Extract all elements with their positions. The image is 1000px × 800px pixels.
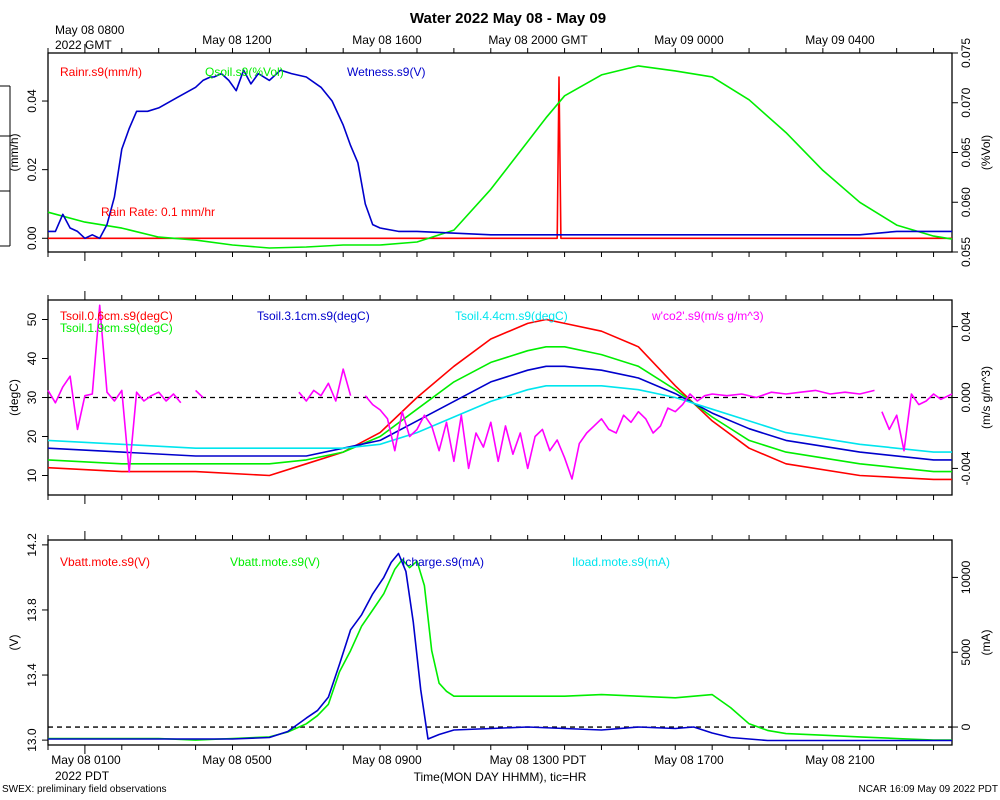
y-left-tick-label: 0.04	[25, 89, 39, 113]
bottom-axis-tick-label: May 08 0900	[352, 753, 422, 767]
series-line-icharge-s9-ma-blue	[48, 552, 952, 742]
series-line-tsoil-4-4cm-s9-degc-cyan	[47, 384, 952, 453]
y-left-tick-label: 30	[25, 391, 39, 405]
y-right-axis-label: (mA)	[979, 630, 993, 656]
y-left-tick-label: 0.00	[25, 226, 39, 250]
panel-soil-temperature: 10 20 30 40 50 (degC) -0.004 0.000 0.004 (m/s g/m…	[7, 291, 993, 504]
legend-tsoil-3-1cm-s9-degc-blue: Tsoil.3.1cm.s9(degC)	[257, 309, 370, 323]
x-axis-label: Time(MON DAY HHMM), tic=HR	[414, 770, 587, 784]
y-left-tick-label: 20	[25, 430, 39, 444]
series-line-tsoil-0-6cm-s9-degc-red	[47, 318, 952, 481]
top-axis-tick-label: May 08 2000 GMT	[488, 33, 588, 47]
y-left-tick-label: 13.4	[25, 663, 39, 687]
y-right-tick-label: -0.004	[959, 451, 973, 485]
plot-frame-water	[47, 52, 953, 253]
bottom-axis-tick-label: May 08 0500	[202, 753, 272, 767]
top-axis-tick-label: May 09 0000	[654, 33, 724, 47]
y-left-axis-label: (mm/h)	[7, 134, 21, 172]
series-line-vbatt-mote-s9-v-green	[48, 558, 952, 741]
y-left-tick-label: 40	[25, 352, 39, 366]
series-line-w-co2-s9-m-s-g-m-3-magenta	[47, 304, 182, 473]
y-right-axis-label: (%Vol)	[979, 135, 993, 170]
legend-w-co2-s9-m-s-g-m-3-magenta: w'co2'.s9(m/s g/m^3)	[651, 309, 764, 323]
legend-rainr-s9-mm-h-red: Rainr.s9(mm/h)	[60, 65, 142, 79]
footer-left: SWEX: preliminary field observations	[2, 784, 167, 795]
y-right-tick-label: 0.055	[959, 237, 973, 267]
bottom-axis-tick-label: May 08 1300 PDT	[490, 753, 587, 767]
y-right-tick-label: 10000	[959, 560, 973, 594]
y-left-tick-label: 13.8	[25, 598, 39, 622]
top-axis-tick-label: May 08 1600	[352, 33, 422, 47]
series-line-w-co2-s9-m-s-g-m-3-magenta	[298, 368, 352, 402]
y-right-tick-label: 0	[959, 723, 973, 730]
top-tz-label-line1: May 08 0800	[55, 23, 125, 37]
y-left-tick-label: 10	[25, 469, 39, 483]
rain-rate-annotation: Rain Rate: 0.1 mm/hr	[101, 205, 215, 219]
series-line-w-co2-s9-m-s-g-m-3-magenta	[881, 393, 953, 452]
y-right-tick-label: 0.004	[959, 311, 973, 341]
panel-water: 0.00 0.02 0.04 (mm/h) 0.055 0.060 0.065 0.070 0.…	[7, 38, 993, 267]
rain-rate-legend-box	[0, 85, 11, 247]
legend-icharge-s9-ma-blue: Icharge.s9(mA)	[402, 555, 484, 569]
chart-title: Water 2022 May 08 - May 09	[410, 10, 606, 27]
legend-iload-mote-s9-ma-cyan: Iload.mote.s9(mA)	[572, 555, 670, 569]
y-right-axis-label: (m/s g/m^3)	[979, 366, 993, 429]
y-left-tick-label: 14.2	[25, 533, 39, 557]
y-right-tick-label: 0.075	[959, 38, 973, 68]
series-line-w-co2-s9-m-s-g-m-3-magenta	[364, 389, 875, 480]
y-right-tick-label: 0.060	[959, 187, 973, 217]
series-line-w-co2-s9-m-s-g-m-3-magenta	[195, 389, 204, 399]
top-axis-tick-label: May 09 0400	[805, 33, 875, 47]
series-line-tsoil-3-1cm-s9-degc-blue	[47, 365, 952, 461]
series-line-rainr-s9-mm-h-red	[48, 76, 952, 240]
legend-wetness-s9-v-blue: Wetness.s9(V)	[347, 65, 425, 79]
y-left-axis-label: (V)	[7, 635, 21, 651]
bottom-tz-label: 2022 PDT	[55, 769, 110, 783]
series-line-qsoil-s9-vol-green	[47, 65, 953, 249]
top-axis-tick-label: May 08 1200	[202, 33, 272, 47]
y-right-tick-label: 0.070	[959, 87, 973, 117]
bottom-axis-tick-label: May 08 0100	[51, 753, 121, 767]
y-right-tick-label: 0.065	[959, 137, 973, 167]
y-left-axis-label: (degC)	[7, 379, 21, 416]
legend-tsoil-4-4cm-s9-degc-cyan: Tsoil.4.4cm.s9(degC)	[455, 309, 568, 323]
bottom-axis-tick-label: May 08 2100	[805, 753, 875, 767]
top-tz-label-line2: 2022 GMT	[55, 38, 112, 52]
legend-tsoil-0-6cm-s9-degc-red: Tsoil.0.6cm.s9(degC)	[60, 309, 173, 323]
panels: 0.00 0.02 0.04 (mm/h) 0.055 0.060 0.065 0.070 0.…	[7, 33, 993, 767]
y-left-tick-label: 50	[25, 313, 39, 327]
legend-vbatt-mote-s9-v-red: Vbatt.mote.s9(V)	[60, 555, 150, 569]
y-left-tick-label: 13.0	[25, 728, 39, 752]
footer-right: NCAR 16:09 May 09 2022 PDT	[858, 784, 998, 795]
legend-vbatt-mote-s9-v-green: Vbatt.mote.s9(V)	[230, 555, 320, 569]
y-left-tick-label: 0.02	[25, 158, 39, 182]
panel-power: 13.0 13.4 13.8 14.2 (V) 0 5000 10000 (mA) Vbatt.m…	[7, 531, 993, 754]
legend-qsoil-s9-vol-green: Qsoil.s9(%Vol)	[205, 65, 284, 79]
y-right-tick-label: 5000	[959, 639, 973, 666]
legend-tsoil-1-9cm-s9-degc-green: Tsoil.1.9cm.s9(degC)	[60, 321, 173, 335]
series-line-wetness-s9-v-blue	[48, 69, 952, 240]
y-right-tick-label: 0.000	[959, 382, 973, 412]
series-line-tsoil-1-9cm-s9-degc-green	[47, 345, 952, 473]
bottom-axis-tick-label: May 08 1700	[654, 753, 724, 767]
plot-frame-power	[47, 539, 953, 746]
